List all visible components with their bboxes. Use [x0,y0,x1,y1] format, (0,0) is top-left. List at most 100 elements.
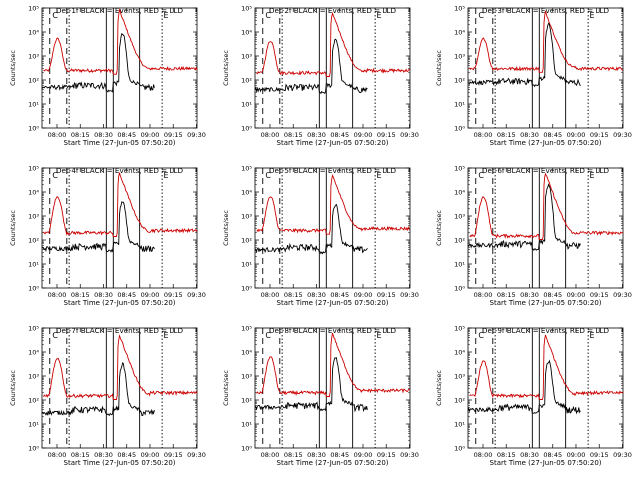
y-tick-label: 10⁰ [454,445,465,453]
y-tick-label: 10² [241,237,252,245]
legend-letter-right: E [163,171,168,180]
y-tick-label: 10⁰ [454,125,465,133]
y-tick-label: 10⁰ [454,285,465,293]
y-tick-label: 10⁴ [241,349,252,357]
legend-letter: C [52,331,58,340]
panel-4: Det-4f BLACK = Events, RED = LLD 10⁰ 10¹ 10… [9,165,206,308]
panel-2: Det-2f BLACK = Events, RED = LLD 10⁰ 10¹ 10… [222,5,419,148]
x-axis-label: Start Time (27-Jun-05 07:50:20) [277,139,389,147]
x-axis-label: Start Time (27-Jun-05 07:50:20) [490,139,602,147]
y-tick-label: 10¹ [454,101,465,109]
x-tick-label: 08:45 [117,131,136,139]
legend-letter-right: E [589,11,594,20]
x-axis-label: Start Time (27-Jun-05 07:50:20) [64,139,176,147]
legend-letter: C [265,11,271,20]
series-lld-line [43,334,198,400]
panel-title: Det-9f BLACK = Events, RED = LLD [482,326,610,335]
plot-frame [254,327,411,449]
legend-letter: C [478,331,484,340]
x-tick-label: 08:00 [261,291,280,299]
y-tick-label: 10⁴ [454,349,465,357]
panel-6: Det-6f BLACK = Events, RED = LLD 10⁰ 10¹ 10… [435,165,632,308]
x-tick-label: 09:00 [567,131,586,139]
x-tick-label: 08:30 [94,131,113,139]
y-tick-label: 10³ [241,373,252,381]
y-axis-label: Counts/sec [222,50,230,86]
x-tick-label: 09:30 [613,451,632,459]
y-axis-label: Counts/sec [435,210,443,246]
plot-frame [41,167,198,289]
x-tick-label: 09:15 [164,131,183,139]
x-tick-label: 09:00 [141,291,160,299]
legend-letter-right: E [163,11,168,20]
y-tick-label: 10⁰ [241,285,252,293]
x-tick-label: 09:15 [590,291,609,299]
y-tick-label: 10³ [241,53,252,61]
x-tick-label: 08:00 [474,131,493,139]
y-tick-label: 10¹ [241,101,252,109]
y-tick-label: 10² [241,397,252,405]
panel-title: Det-2f BLACK = Events, RED = LLD [269,6,397,15]
x-tick-label: 09:00 [141,451,160,459]
series-lld-line [256,332,411,397]
x-tick-label: 08:45 [543,131,562,139]
panel-title: Det-8f BLACK = Events, RED = LLD [269,326,397,335]
x-axis-label: Start Time (27-Jun-05 07:50:20) [277,459,389,467]
x-tick-label: 08:00 [261,131,280,139]
y-tick-label: 10⁵ [454,165,465,173]
x-tick-label: 08:30 [520,451,539,459]
series-lld-line [43,172,198,237]
y-axis-label: Counts/sec [222,210,230,246]
legend-letter: C [265,171,271,180]
plot-frame [41,7,198,129]
x-tick-label: 08:15 [497,291,516,299]
x-tick-label: 09:15 [590,451,609,459]
x-tick-label: 09:15 [377,291,396,299]
y-axis-label: Counts/sec [9,370,17,406]
series-events-line [41,201,155,253]
panel-title: Det-7f BLACK = Events, RED = LLD [56,326,184,335]
x-tick-label: 09:30 [400,451,419,459]
y-tick-label: 10⁴ [28,189,39,197]
x-axis-label: Start Time (27-Jun-05 07:50:20) [490,299,602,307]
y-tick-label: 10¹ [454,421,465,429]
legend-letter-right: E [589,171,594,180]
y-tick-label: 10¹ [28,101,39,109]
x-tick-label: 08:45 [117,291,136,299]
x-tick-label: 08:45 [330,451,349,459]
y-tick-label: 10⁵ [28,165,39,173]
x-tick-label: 08:15 [71,451,90,459]
series-events-line [254,38,368,95]
y-tick-label: 10⁵ [28,325,39,333]
y-axis-label: Counts/sec [9,210,17,246]
x-tick-label: 09:30 [400,131,419,139]
x-tick-label: 09:00 [354,131,373,139]
y-tick-label: 10³ [454,53,465,61]
y-tick-label: 10⁵ [454,5,465,13]
y-tick-label: 10⁴ [28,29,39,37]
y-tick-label: 10³ [454,373,465,381]
y-tick-label: 10² [241,77,252,85]
y-tick-label: 10³ [241,213,252,221]
x-tick-label: 08:45 [543,451,562,459]
x-tick-label: 08:15 [284,131,303,139]
y-tick-label: 10¹ [454,261,465,269]
y-tick-label: 10³ [28,213,39,221]
series-lld-line [43,8,198,75]
x-tick-label: 08:30 [307,131,326,139]
series-lld-line [469,10,624,73]
panel-title: Det-5f BLACK = Events, RED = LLD [269,166,397,175]
y-tick-label: 10¹ [28,421,39,429]
y-tick-label: 10⁴ [241,29,252,37]
plot-frame [467,327,624,449]
series-lld-line [256,11,410,77]
series-lld-line [256,173,411,235]
panel-5: Det-5f BLACK = Events, RED = LLD 10⁰ 10¹ 10… [222,165,419,308]
panel-9: Det-9f BLACK = Events, RED = LLD 10⁰ 10¹ 10… [435,325,632,468]
x-tick-label: 09:15 [164,451,183,459]
y-tick-label: 10³ [454,213,465,221]
x-tick-label: 08:30 [94,291,113,299]
x-tick-label: 08:15 [284,451,303,459]
y-axis-label: Counts/sec [9,50,17,86]
